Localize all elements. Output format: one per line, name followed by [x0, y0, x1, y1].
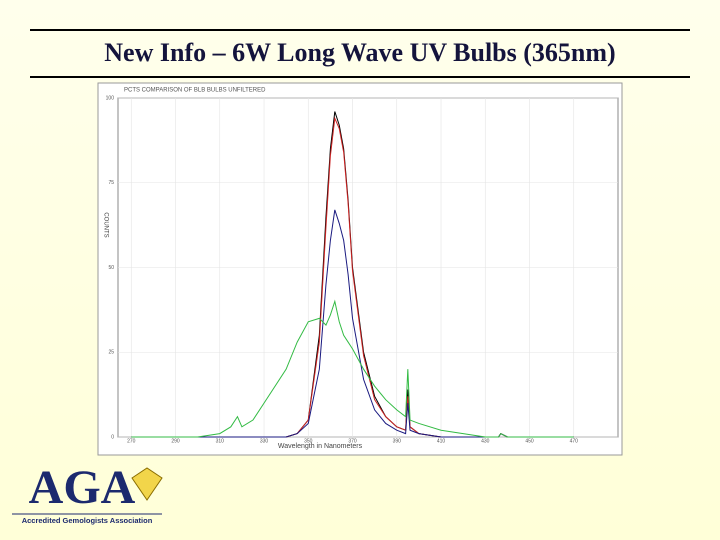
- x-tick-label: 330: [260, 438, 269, 444]
- logo-caption: Accredited Gemologists Association: [22, 516, 153, 525]
- bottom-rule: [30, 76, 690, 78]
- x-tick-label: 350: [304, 438, 313, 444]
- x-tick-label: 370: [348, 438, 357, 444]
- y-tick-label: 75: [108, 180, 114, 186]
- x-tick-label: 450: [525, 438, 534, 444]
- y-tick-label: 100: [106, 95, 115, 101]
- logo-diamond: [131, 467, 163, 501]
- chart-title: PCTS COMPARISON OF BLB BULBS UNFILTERED: [124, 88, 266, 94]
- x-tick-label: 270: [127, 438, 136, 444]
- x-tick-label: 290: [171, 438, 180, 444]
- y-tick-label: 25: [108, 350, 114, 356]
- series-line: [131, 299, 574, 438]
- x-tick-label: 310: [216, 438, 225, 444]
- chart-frame: [97, 82, 623, 456]
- y-axis-label: COUNTS: [102, 212, 108, 237]
- x-tick-label: 390: [393, 438, 402, 444]
- top-rule: [30, 29, 690, 31]
- series-line: [131, 209, 574, 438]
- x-tick-label: 410: [437, 438, 446, 444]
- x-tick-label: 430: [481, 438, 490, 444]
- logo-text: AGA: [29, 461, 136, 514]
- x-axis-label: Wavelength in Nanometers: [278, 443, 363, 450]
- slide-title: New Info – 6W Long Wave UV Bulbs (365nm): [104, 38, 616, 67]
- y-tick-label: 50: [108, 265, 114, 271]
- x-tick-label: 470: [570, 438, 579, 444]
- y-tick-label: 0: [111, 434, 114, 440]
